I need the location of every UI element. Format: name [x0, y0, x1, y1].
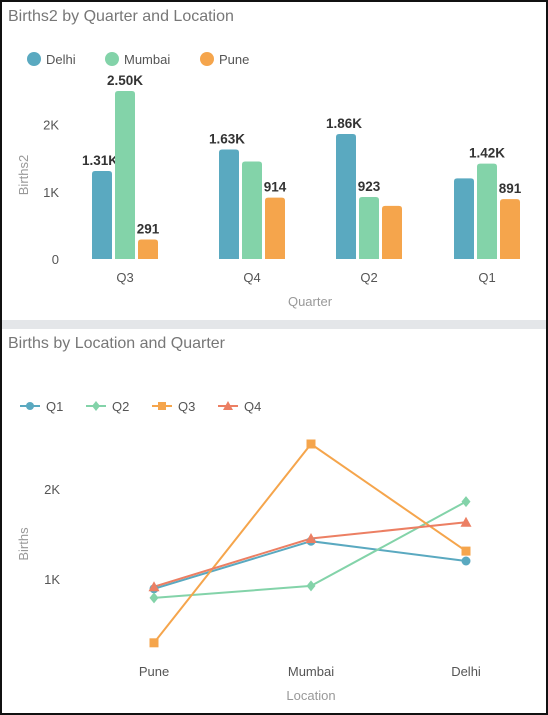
bar-chart: Delhi Mumbai Pune 0 1K 2K Births2 Quarter Q3 1.31…: [16, 52, 522, 309]
y-axis-title: Births: [16, 527, 31, 561]
x-axis-title: Quarter: [288, 294, 333, 309]
bar-pune-q3[interactable]: [138, 239, 158, 259]
point-q4-delhi[interactable]: [460, 516, 472, 527]
bar-delhi-q1[interactable]: [454, 178, 474, 259]
bar-mumbai-q2[interactable]: [359, 196, 379, 259]
y-tick-label-1k: 1K: [43, 185, 59, 200]
bar-chart-title: Births2 by Quarter and Location: [8, 8, 234, 25]
y-tick-label-2k: 2K: [44, 482, 60, 497]
bar-mumbai-q4[interactable]: [242, 161, 262, 259]
x-tick-label-mumbai: Mumbai: [288, 664, 334, 679]
line-chart-panel: Births by Location and Quarter Q1 Q2 Q3 Q4 1…: [2, 329, 546, 713]
point-q3-mumbai[interactable]: [306, 439, 316, 449]
point-q4-mumbai[interactable]: [305, 533, 317, 543]
point-q2-delhi[interactable]: [461, 496, 471, 508]
x-tick-label-q2: Q2: [360, 270, 377, 285]
y-axis-title: Births2: [16, 155, 31, 195]
legend-label-mumbai: Mumbai: [124, 52, 170, 67]
panel-separator: [2, 320, 546, 329]
data-label-delhi-q2: 1.86K: [326, 116, 362, 131]
data-label-pune-q4: 914: [264, 180, 287, 195]
legend-marker-q4[interactable]: [223, 401, 233, 410]
legend-marker-delhi[interactable]: [27, 52, 41, 66]
data-label-mumbai-q1: 1.42K: [469, 146, 505, 161]
bar-delhi-q2[interactable]: [336, 134, 356, 259]
bar-chart-panel: Births2 by Quarter and Location Delhi Mum…: [2, 2, 546, 320]
legend-marker-q3[interactable]: [158, 402, 166, 410]
point-q3-delhi[interactable]: [461, 546, 471, 556]
legend-label-delhi: Delhi: [46, 52, 76, 67]
legend-label-q3: Q3: [178, 399, 195, 414]
bar-delhi-q4[interactable]: [219, 149, 239, 259]
x-tick-label-q1: Q1: [478, 270, 495, 285]
bar-pune-q4[interactable]: [265, 197, 285, 259]
bar-pune-q2[interactable]: [382, 205, 402, 259]
y-tick-label-2k: 2K: [43, 118, 59, 133]
y-tick-label-1k: 1K: [44, 572, 60, 587]
data-label-pune-q1: 891: [499, 181, 522, 196]
bar-mumbai-q3[interactable]: [115, 91, 135, 259]
x-tick-label-pune: Pune: [139, 664, 169, 679]
x-tick-label-q3: Q3: [116, 270, 133, 285]
point-q1-delhi[interactable]: [461, 556, 471, 566]
point-q3-pune[interactable]: [149, 638, 159, 648]
legend-marker-mumbai[interactable]: [105, 52, 119, 66]
x-tick-label-q4: Q4: [243, 270, 260, 285]
x-tick-label-delhi: Delhi: [451, 664, 481, 679]
data-label-delhi-q3: 1.31K: [82, 153, 118, 168]
data-label-mumbai-q3: 2.50K: [107, 73, 143, 88]
data-label-mumbai-q2: 923: [358, 179, 381, 194]
line-chart-title: Births by Location and Quarter: [8, 335, 226, 352]
legend-marker-pune[interactable]: [200, 52, 214, 66]
point-q2-pune[interactable]: [149, 592, 159, 604]
legend-label-q4: Q4: [244, 399, 261, 414]
legend-marker-q1[interactable]: [26, 402, 34, 410]
line-chart: Q1 Q2 Q3 Q4 1K 2K Births Location Pune Mumbai Delh…: [16, 399, 481, 703]
bar-delhi-q3[interactable]: [92, 170, 112, 259]
bar-mumbai-q1[interactable]: [477, 163, 497, 259]
legend-label-pune: Pune: [219, 52, 249, 67]
legend-marker-q2[interactable]: [92, 401, 100, 411]
legend-label-q2: Q2: [112, 399, 129, 414]
bar-pune-q1[interactable]: [500, 199, 520, 259]
y-tick-label-0: 0: [52, 252, 59, 267]
legend-label-q1: Q1: [46, 399, 63, 414]
x-axis-title: Location: [286, 688, 335, 703]
point-q4-pune[interactable]: [148, 581, 160, 592]
data-label-delhi-q4: 1.63K: [209, 131, 245, 146]
data-label-pune-q3: 291: [137, 221, 160, 236]
point-q2-mumbai[interactable]: [306, 580, 316, 592]
